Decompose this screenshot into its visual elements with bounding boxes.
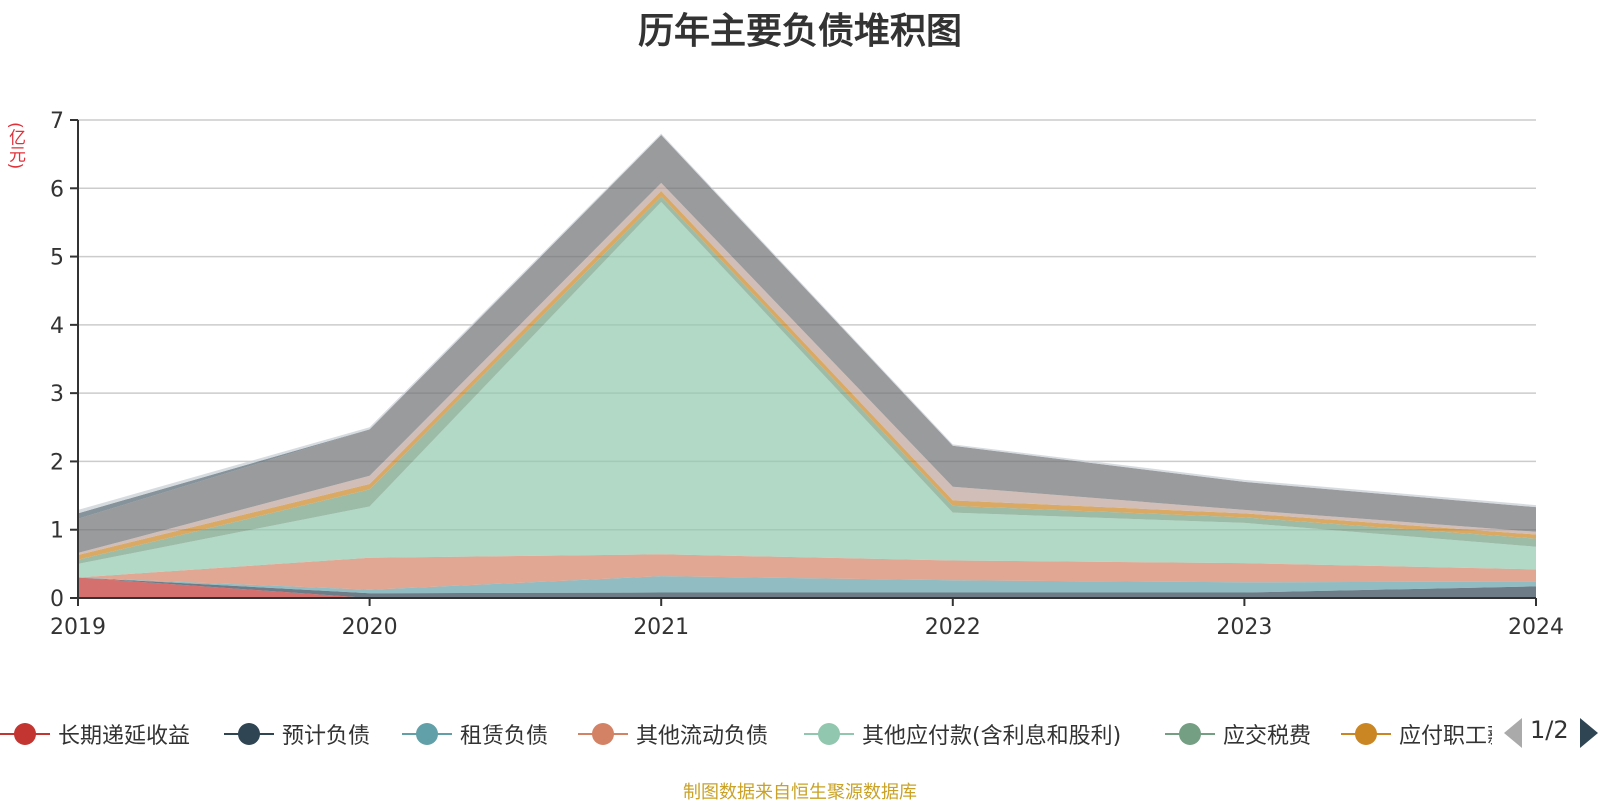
- x-tick-label: 2024: [1508, 615, 1564, 640]
- y-tick-label: 2: [50, 450, 64, 475]
- area-series-3[interactable]: [78, 554, 1536, 590]
- legend-item[interactable]: 预计负债: [224, 712, 370, 756]
- y-tick-label: 3: [50, 382, 64, 407]
- y-tick-label: 7: [50, 109, 64, 134]
- area-series-1[interactable]: [78, 577, 1536, 598]
- x-tick-label: 2019: [50, 615, 106, 640]
- legend-label: 租赁负债: [460, 724, 549, 749]
- legend-prev-arrow-icon[interactable]: [1504, 718, 1522, 748]
- area-series-5[interactable]: [78, 196, 1536, 564]
- area-series-8[interactable]: [78, 135, 1536, 553]
- x-tick-label: 2023: [1216, 615, 1272, 640]
- axes: 0 1 2 3 4 5 6 7 2019 2020 2021 2022 2023 2024: [50, 109, 1564, 640]
- legend-next-arrow-icon[interactable]: [1580, 718, 1598, 748]
- y-tick-label: 5: [50, 246, 64, 271]
- legend-item[interactable]: 其他流动负债: [578, 712, 768, 756]
- area-series-6[interactable]: [78, 191, 1536, 560]
- legend-page-indicator: 1/2: [1530, 716, 1569, 744]
- legend-label: 其他流动负债: [636, 724, 769, 749]
- area-series-4[interactable]: [78, 201, 1536, 578]
- legend-marker-icon: [578, 712, 628, 756]
- legend-label: 预计负债: [282, 724, 371, 749]
- legend-marker-icon: [0, 712, 50, 756]
- x-tick-label: 2020: [342, 615, 398, 640]
- legend-item[interactable]: 其他应付款(含利息和股利): [804, 712, 1121, 756]
- y-axis-unit: (亿元): [5, 122, 25, 170]
- legend-pager: 1/2: [1500, 716, 1600, 752]
- legend-item[interactable]: 长期递延收益: [0, 712, 190, 756]
- legend-label: 其他应付款(含利息和股利): [862, 724, 1122, 749]
- x-tick-label: 2021: [633, 615, 689, 640]
- legend-label: 应交税费: [1223, 724, 1312, 749]
- legend-item[interactable]: 租赁负债: [402, 712, 548, 756]
- legend-label: 应付职工薪酬: [1399, 724, 1492, 749]
- legend-marker-icon: [804, 712, 854, 756]
- chart-title: 历年主要负债堆积图: [637, 11, 962, 52]
- area-series-0[interactable]: [78, 577, 1536, 598]
- legend-item[interactable]: 应交税费: [1165, 712, 1311, 756]
- legend-item[interactable]: 应付职工薪酬: [1341, 712, 1492, 756]
- legend: 长期递延收益 预计负债 租赁负债 其他流动负债 其他应付款(含利息和股利) 应交税费 应付职…: [0, 712, 1492, 756]
- chart-plot: 0 1 2 3 4 5 6 7 2019 2020 2021 2022 2023 2024: [50, 109, 1564, 640]
- legend-marker-icon: [402, 712, 452, 756]
- area-series-group: [78, 133, 1536, 598]
- area-series-7[interactable]: [78, 182, 1536, 555]
- legend-marker-icon: [224, 712, 274, 756]
- data-source-note: 制图数据来自恒生聚源数据库: [683, 782, 917, 803]
- y-tick-label: 0: [50, 587, 64, 612]
- y-tick-label: 1: [50, 519, 64, 544]
- x-tick-label: 2022: [925, 615, 981, 640]
- y-tick-label: 6: [50, 177, 64, 202]
- legend-marker-icon: [1341, 712, 1391, 756]
- area-series-2[interactable]: [78, 576, 1536, 594]
- legend-label: 长期递延收益: [58, 724, 191, 749]
- y-tick-label: 4: [50, 314, 64, 339]
- legend-marker-icon: [1165, 712, 1215, 756]
